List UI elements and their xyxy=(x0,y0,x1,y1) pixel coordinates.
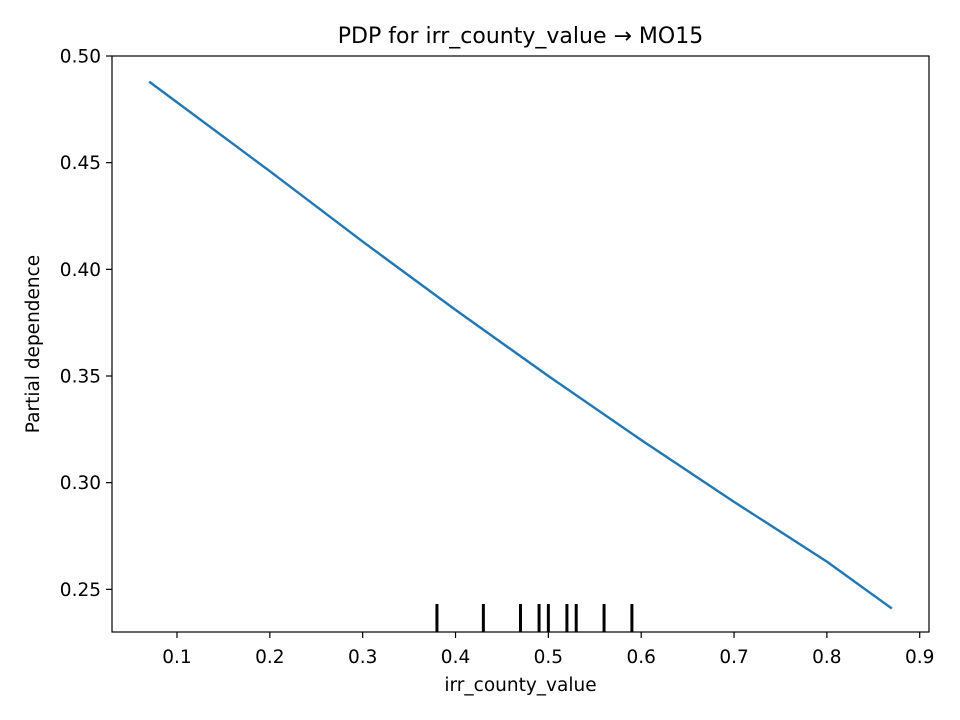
rug-marks xyxy=(435,604,634,632)
x-tick-label: 0.2 xyxy=(255,647,284,668)
y-axis: 0.25 0.30 0.35 0.40 0.45 0.50 xyxy=(60,47,112,601)
x-tick-label: 0.3 xyxy=(348,647,377,668)
x-axis-label: irr_county_value xyxy=(444,675,596,696)
y-tick-label: 0.30 xyxy=(60,473,101,494)
y-axis-label: Partial dependence xyxy=(23,255,44,433)
x-tick-label: 0.9 xyxy=(905,647,934,668)
x-tick-label: 0.1 xyxy=(162,647,191,668)
x-axis: 0.1 0.2 0.3 0.4 0.5 0.6 0.7 0.8 0.9 xyxy=(162,632,934,668)
x-tick-label: 0.7 xyxy=(719,647,748,668)
plot-area xyxy=(148,80,893,610)
y-tick-label: 0.25 xyxy=(60,580,101,601)
x-tick-label: 0.4 xyxy=(441,647,470,668)
x-tick-label: 0.6 xyxy=(626,647,655,668)
y-tick-label: 0.40 xyxy=(60,260,101,281)
y-tick-label: 0.35 xyxy=(60,367,101,388)
y-tick-label: 0.45 xyxy=(60,153,101,174)
axes-frame xyxy=(111,55,930,633)
y-tick-label: 0.50 xyxy=(60,47,101,68)
x-tick-label: 0.8 xyxy=(812,647,841,668)
x-tick-label: 0.5 xyxy=(534,647,563,668)
pdp-line-series-0 xyxy=(148,80,893,610)
chart-title: PDP for irr_county_value → MO15 xyxy=(338,24,703,49)
